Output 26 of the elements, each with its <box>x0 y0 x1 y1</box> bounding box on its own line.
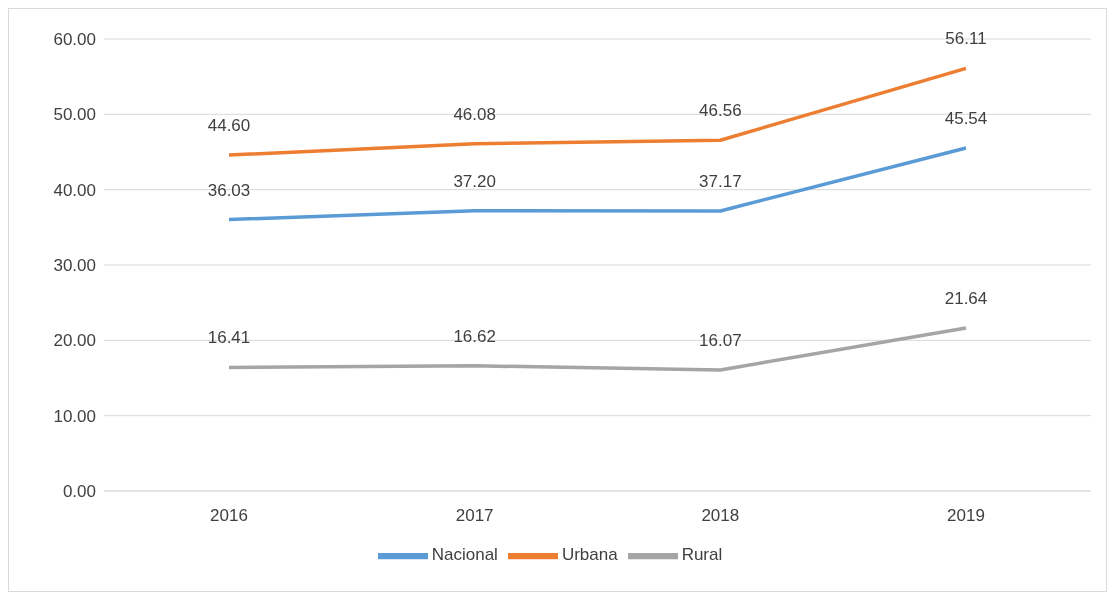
data-label: 37.17 <box>699 171 742 191</box>
legend-label: Urbana <box>561 545 618 565</box>
data-label: 46.08 <box>453 104 496 124</box>
x-tick-label: 2016 <box>210 506 248 526</box>
legend-label: Nacional <box>431 545 498 565</box>
data-label: 16.41 <box>207 328 251 348</box>
data-label: 21.64 <box>944 288 988 308</box>
y-tick-label: 50.00 <box>53 105 96 125</box>
data-label: 56.11 <box>945 29 987 49</box>
x-tick-label: 2017 <box>455 506 494 526</box>
data-label: 37.20 <box>453 171 496 191</box>
y-tick-label: 0.00 <box>62 482 96 502</box>
y-tick-label: 20.00 <box>53 331 96 351</box>
data-label: 46.56 <box>699 101 742 121</box>
x-tick-label: 2019 <box>947 506 985 526</box>
data-label: 36.03 <box>207 180 251 200</box>
y-tick-label: 10.00 <box>53 406 96 426</box>
data-label: 16.62 <box>453 326 496 346</box>
x-tick-label: 2018 <box>701 506 740 526</box>
data-label: 45.54 <box>944 108 988 128</box>
y-tick-label: 30.00 <box>53 256 96 276</box>
y-tick-label: 40.00 <box>53 180 96 200</box>
y-tick-label: 60.00 <box>53 30 96 50</box>
data-label: 16.07 <box>699 330 742 350</box>
legend-label: Rural <box>681 545 723 565</box>
data-label: 44.60 <box>207 116 251 136</box>
